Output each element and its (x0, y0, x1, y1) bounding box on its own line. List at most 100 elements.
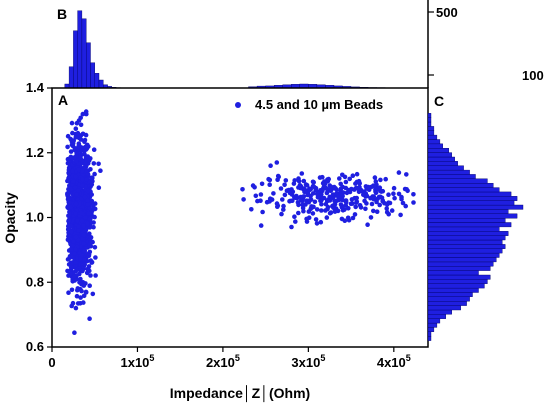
scatter-point (281, 203, 286, 209)
scatter-point (304, 216, 309, 222)
scatter-point (340, 197, 346, 203)
scatter-point (80, 176, 85, 182)
right-hist-bar (427, 279, 488, 284)
x-tick-label: 1x105 (120, 353, 154, 370)
scatter-point (86, 253, 92, 258)
scatter-point (354, 171, 360, 177)
scatter-point (366, 184, 371, 190)
scatter-point (73, 159, 79, 164)
scatter-point (82, 194, 88, 200)
scatter-point (98, 168, 103, 173)
legend-marker (235, 102, 241, 108)
top-hist-bar (73, 30, 78, 89)
scatter-point (82, 248, 88, 254)
scatter-point (74, 192, 79, 197)
scatter-point (379, 189, 384, 194)
scatter-point (365, 222, 370, 227)
scatter-point (68, 261, 74, 267)
scatter-point (349, 197, 355, 202)
scatter-point (82, 152, 87, 157)
scatter-point (323, 185, 329, 191)
scatter-point (78, 276, 83, 282)
top-hist-bar (77, 10, 83, 89)
scatter-point (362, 198, 367, 204)
scatter-point (299, 171, 305, 176)
scatter-point (282, 182, 287, 188)
scatter-point (79, 268, 85, 274)
scatter-point (75, 188, 81, 193)
x-tick-label: 4x105 (377, 353, 411, 370)
scatter-point (78, 295, 83, 300)
scatter-point (79, 288, 84, 294)
scatter-point (294, 195, 300, 201)
scatter-point (319, 201, 324, 207)
right-hist-bar (427, 117, 432, 123)
scatter-point (297, 183, 303, 188)
right-hist-bar (427, 314, 446, 319)
scatter-point (68, 271, 73, 277)
scatter-point (65, 268, 70, 274)
scatter-point (75, 130, 81, 136)
y-tick-label: 1.0 (26, 210, 44, 225)
scatter-point (289, 187, 294, 192)
x-tick-label: 2x105 (206, 353, 240, 370)
scatter-point (84, 158, 90, 163)
scatter-panel: 0.60.81.01.21.4 0 1x105 2x105 3x105 4x105 A … (2, 80, 429, 403)
scatter-point (369, 201, 375, 207)
right-hist-bar (427, 283, 485, 289)
top-hist-tick-label-500: 500 (436, 5, 458, 20)
right-hist-bar (427, 292, 473, 297)
scatter-point (85, 172, 91, 177)
scatter-point (86, 211, 92, 216)
scatter-point (70, 243, 76, 248)
scatter-point (83, 289, 89, 295)
scatter-point (69, 120, 75, 126)
scatter-point (387, 200, 393, 206)
scatter-point (69, 223, 74, 229)
scatter-point (76, 228, 81, 233)
top-hist-tick-label-100: 100 (522, 68, 544, 83)
scatter-point (76, 144, 81, 150)
right-hist-bar (427, 209, 509, 214)
scatter-point (363, 206, 368, 212)
scatter-point (332, 209, 338, 214)
scatter-point (279, 211, 284, 217)
scatter-point (81, 293, 87, 299)
scatter-point (69, 247, 74, 252)
scatter-point (268, 163, 273, 168)
scatter-point (342, 218, 348, 223)
scatter-point (354, 185, 360, 191)
scatter-point (326, 176, 332, 182)
right-hist-bar (427, 222, 512, 228)
scatter-point (336, 194, 342, 199)
scatter-point (66, 171, 72, 176)
scatter-point (96, 161, 101, 167)
scatter-point (76, 224, 81, 230)
scatter-point (310, 183, 316, 189)
scatter-point (92, 245, 98, 250)
scatter-point (364, 193, 370, 199)
right-hist-bar (427, 165, 464, 171)
top-hist-bar (85, 42, 91, 89)
scatter-point (83, 132, 89, 138)
top-histogram-bars (64, 10, 420, 89)
scatter-point (78, 256, 83, 262)
right-hist-bar (427, 301, 467, 306)
scatter-point (73, 201, 79, 207)
scatter-point (323, 208, 328, 213)
scatter-point (73, 305, 79, 311)
scatter-point (391, 191, 396, 196)
right-hist-bar (427, 296, 470, 302)
top-hist-bar (68, 66, 74, 89)
scatter-point (354, 199, 360, 204)
scatter-point (399, 196, 404, 202)
scatter-point (70, 179, 76, 184)
scatter-point (371, 196, 377, 202)
scatter-point (375, 186, 381, 191)
right-histogram-bars (427, 113, 524, 341)
scatter-point (69, 287, 75, 293)
right-hist-bar (427, 174, 476, 179)
scatter-point (72, 251, 77, 256)
scatter-point (300, 205, 306, 211)
